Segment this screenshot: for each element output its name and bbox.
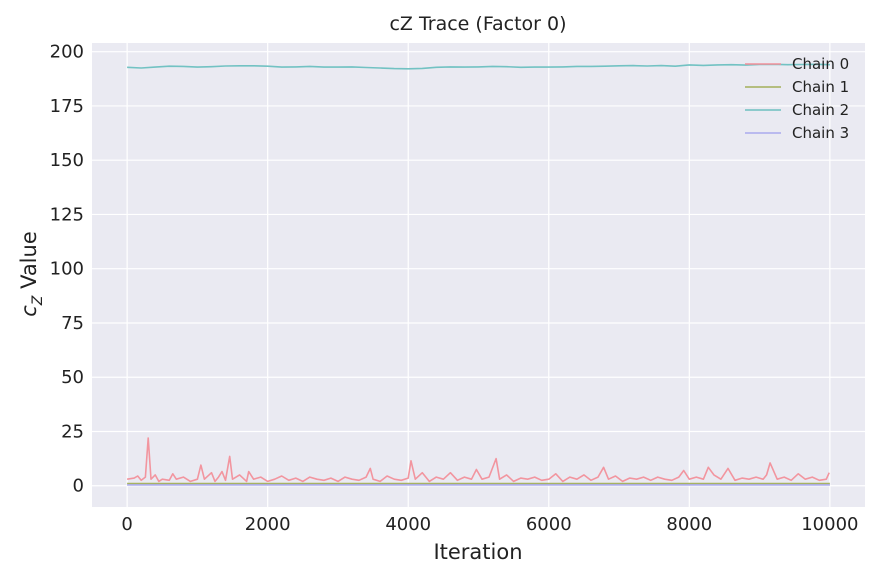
y-tick-label: 0 <box>73 476 84 497</box>
y-tick-label: 100 <box>50 259 84 280</box>
plot-area-background <box>92 43 865 507</box>
legend-label-chain-3: Chain 3 <box>792 124 849 142</box>
y-tick-label: 200 <box>50 42 84 63</box>
y-axis-label-text: Value <box>17 231 41 295</box>
grid-lines <box>92 43 865 507</box>
legend: Chain 0 Chain 1 Chain 2 Chain 3 <box>745 55 849 142</box>
series-line-chain-2 <box>127 63 830 70</box>
x-tick-label: 2000 <box>245 514 291 535</box>
y-tick-label: 125 <box>50 204 84 225</box>
x-axis-label: Iteration <box>433 540 522 564</box>
legend-label-chain-0: Chain 0 <box>792 55 849 73</box>
y-tick-label: 25 <box>61 421 84 442</box>
y-tick-label: 150 <box>50 150 84 171</box>
legend-label-chain-2: Chain 2 <box>792 101 849 119</box>
x-tick-labels: 0 2000 4000 6000 8000 10000 <box>121 514 858 535</box>
chart-title: cZ Trace (Factor 0) <box>389 13 566 35</box>
series-line-chain-0 <box>126 437 830 483</box>
y-tick-labels: 0 25 50 75 100 125 150 175 200 <box>50 42 84 497</box>
y-tick-label: 175 <box>50 96 84 117</box>
y-axis-label-subscript: Z <box>30 295 46 306</box>
y-axis-label: cZ Value <box>17 231 46 316</box>
x-tick-label: 8000 <box>666 514 712 535</box>
series-lines <box>126 63 830 486</box>
x-tick-label: 6000 <box>526 514 572 535</box>
y-tick-label: 50 <box>61 367 84 388</box>
x-tick-label: 10000 <box>801 514 858 535</box>
y-tick-label: 75 <box>61 313 84 334</box>
x-tick-label: 0 <box>121 514 132 535</box>
x-tick-label: 4000 <box>385 514 431 535</box>
legend-label-chain-1: Chain 1 <box>792 78 849 96</box>
y-axis-label-symbol: c <box>17 305 41 317</box>
